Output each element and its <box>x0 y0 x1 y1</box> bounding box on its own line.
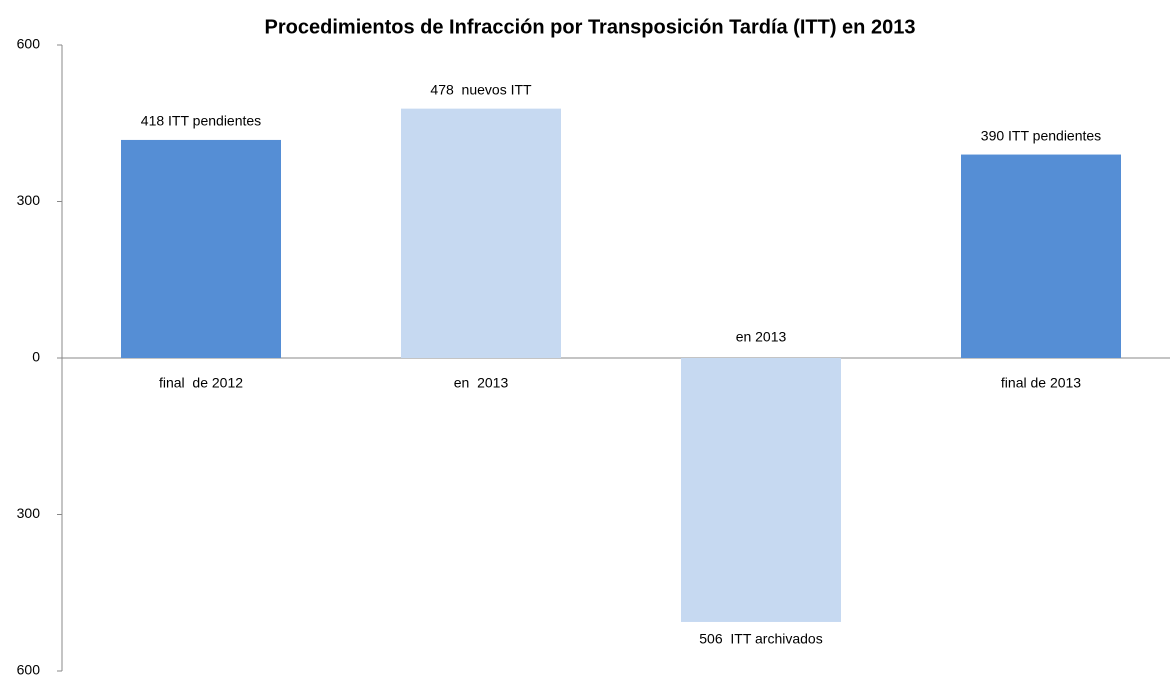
data-label: 478 nuevos ITT <box>430 81 532 97</box>
y-tick-label: 0 <box>32 349 40 365</box>
data-label: 390 ITT pendientes <box>981 127 1101 143</box>
x-tick-label: final de 2012 <box>159 375 243 391</box>
y-tick-label: 600 <box>17 36 41 52</box>
y-tick-label: 300 <box>17 192 41 208</box>
x-tick-label: en 2013 <box>454 375 509 391</box>
bar <box>681 358 841 622</box>
y-tick-label: 300 <box>17 505 41 521</box>
data-label: 506 ITT archivados <box>699 631 822 647</box>
y-tick-label: 600 <box>17 662 41 678</box>
x-tick-label: en 2013 <box>736 329 787 345</box>
bar <box>961 154 1121 358</box>
bar <box>121 139 281 358</box>
x-tick-label: final de 2013 <box>1001 375 1081 391</box>
bar <box>401 108 561 358</box>
data-label: 418 ITT pendientes <box>141 113 261 129</box>
chart-title: Procedimientos de Infracción por Transpo… <box>265 16 916 38</box>
